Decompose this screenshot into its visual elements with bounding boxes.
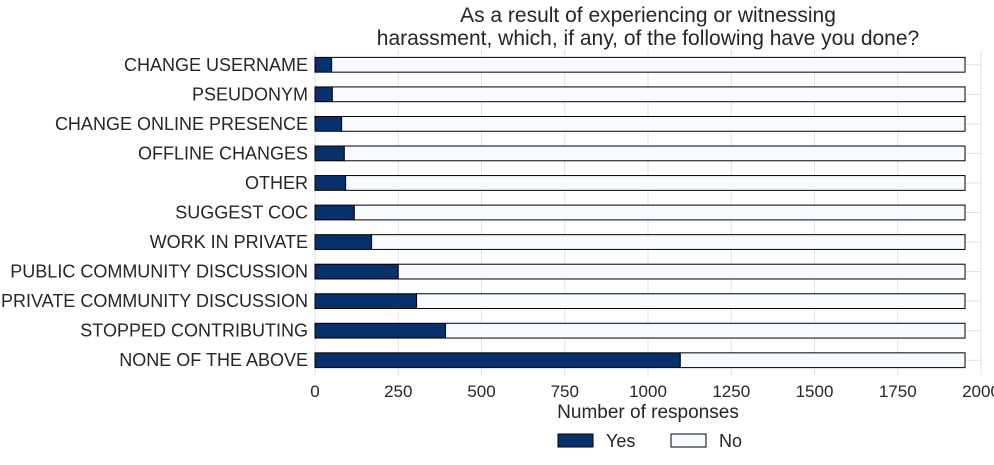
category-label: PRIVATE COMMUNITY DISCUSSION	[1, 291, 308, 311]
bar-no-9	[445, 322, 966, 339]
category-label: OFFLINE CHANGES	[138, 143, 308, 163]
x-tick-label: 500	[467, 382, 495, 401]
bar-no-2	[341, 115, 966, 132]
legend-swatch-no	[670, 433, 707, 448]
category-label: PSEUDONYM	[192, 84, 308, 104]
x-axis-label: Number of responses	[557, 402, 739, 423]
chart-title: As a result of experiencing or witnessin…	[377, 4, 919, 50]
x-tick-label: 250	[384, 382, 412, 401]
category-label: OTHER	[245, 173, 308, 193]
category-label: WORK IN PRIVATE	[150, 232, 308, 252]
bar-no-1	[331, 86, 966, 103]
bar-yes-10	[314, 352, 681, 369]
x-tick-labels: 0 250 500 750 1000 1250 1500 1750 2000	[310, 382, 994, 401]
x-tick-label: 1500	[796, 382, 834, 401]
legend-swatch-yes	[557, 433, 594, 448]
bar-no-7	[397, 263, 966, 280]
chart-title-line-1: As a result of experiencing or witnessin…	[460, 4, 836, 27]
bar-yes-8	[314, 293, 418, 310]
bar-yes-5	[314, 204, 355, 221]
x-tick-label: 1750	[879, 382, 917, 401]
bar-yes-6	[314, 234, 373, 250]
chart-title-line-2: harassment, which, if any, of the follow…	[377, 27, 919, 50]
bar-yes-1	[314, 86, 333, 103]
x-tick-label: 1000	[629, 382, 667, 401]
x-tick-label: 0	[310, 382, 319, 401]
category-label: CHANGE ONLINE PRESENCE	[55, 114, 308, 134]
bar-no-4	[345, 175, 966, 191]
bar-yes-7	[314, 263, 399, 280]
category-label: CHANGE USERNAME	[124, 55, 308, 75]
category-label: NONE OF THE ABOVE	[119, 350, 308, 370]
bar-yes-2	[314, 115, 343, 132]
bar-no-6	[371, 234, 966, 250]
bar-no-0	[331, 56, 966, 73]
bars	[314, 56, 966, 369]
x-tick-label: 1250	[712, 382, 750, 401]
bar-no-10	[679, 352, 966, 369]
bar-no-5	[353, 204, 966, 221]
x-tick-label: 2000	[962, 382, 994, 401]
bar-yes-9	[314, 322, 447, 339]
legend-label-yes: Yes	[606, 431, 635, 451]
bar-yes-3	[314, 145, 345, 162]
category-label: PUBLIC COMMUNITY DISCUSSION	[10, 262, 308, 282]
category-label: STOPPED CONTRIBUTING	[80, 321, 308, 341]
category-label: SUGGEST COC	[175, 203, 308, 223]
category-labels: CHANGE USERNAME PSEUDONYM CHANGE ONLINE PR…	[1, 55, 308, 370]
bar-no-8	[416, 293, 966, 310]
legend-label-no: No	[719, 431, 742, 451]
legend: Yes No	[557, 431, 742, 451]
bar-yes-4	[314, 175, 347, 191]
bar-no-3	[343, 145, 966, 162]
x-tick-label: 750	[551, 382, 579, 401]
bar-yes-0	[314, 56, 333, 73]
